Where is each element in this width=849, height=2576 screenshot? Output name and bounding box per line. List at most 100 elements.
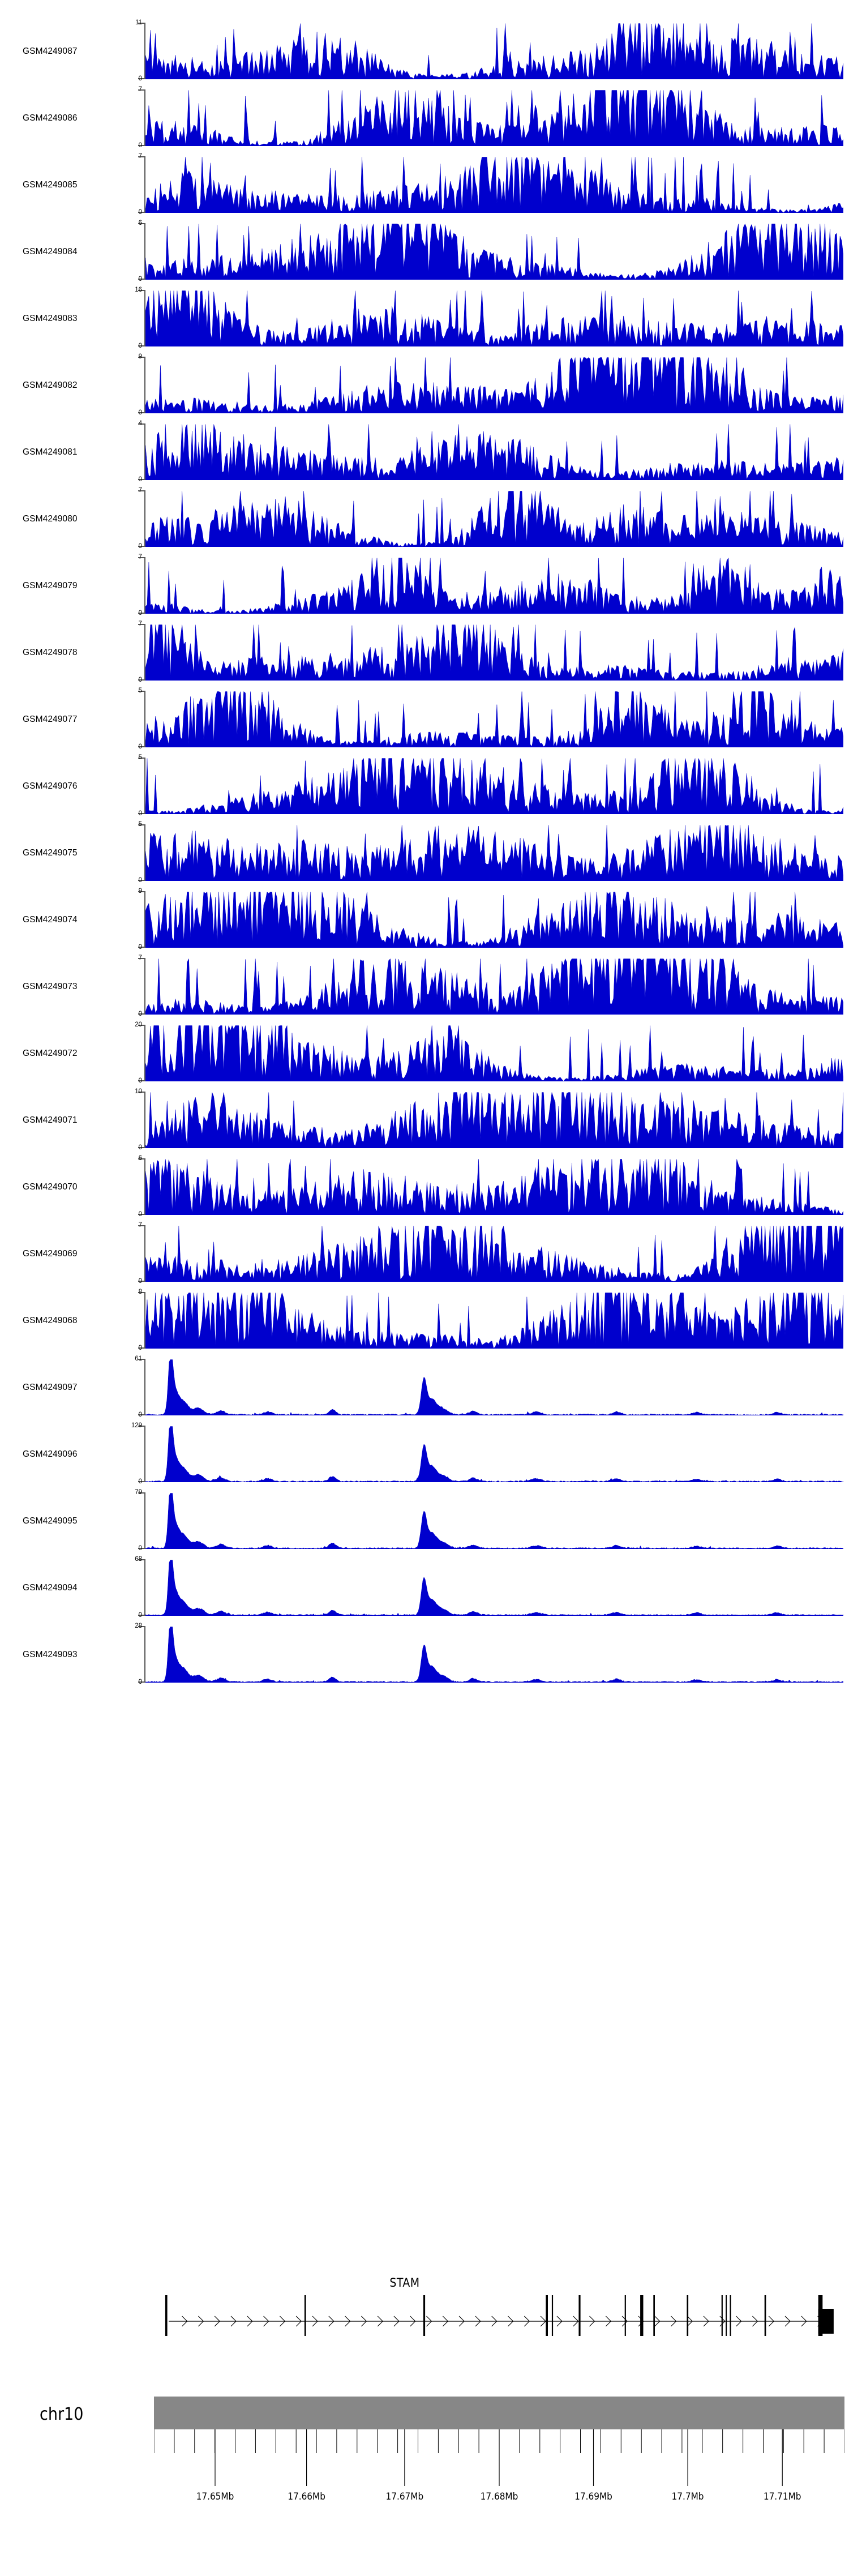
coverage-plot[interactable] — [145, 1492, 843, 1549]
y-axis-tick-bot — [138, 1147, 144, 1148]
track-label-gsm4249086: GSM4249086 — [23, 113, 78, 123]
track-row[interactable]: GSM4249068 8 0 — [0, 1287, 849, 1354]
track-row[interactable]: GSM4249085 7 0 — [0, 152, 849, 219]
y-axis-tick-label-min: 0 — [138, 1210, 142, 1218]
track-row[interactable]: GSM4249084 6 0 — [0, 219, 849, 285]
track-row[interactable]: GSM4249069 7 0 — [0, 1221, 849, 1287]
coverage-plot[interactable] — [145, 156, 843, 213]
track-row[interactable]: GSM4249072 20 0 — [0, 1020, 849, 1087]
track-row[interactable]: GSM4249081 4 0 — [0, 419, 849, 486]
coverage-plot[interactable] — [145, 490, 843, 547]
y-axis-tick-top — [138, 958, 144, 959]
coverage-plot[interactable] — [145, 624, 843, 681]
y-axis-tick-label-min: 0 — [138, 1678, 142, 1685]
y-axis-tick-top — [138, 1626, 144, 1627]
coverage-plot[interactable] — [145, 824, 843, 881]
track-label-gsm4249072: GSM4249072 — [23, 1049, 78, 1058]
track-row[interactable]: GSM4249087 11 0 — [0, 18, 849, 85]
y-axis-tick-label-max: 7 — [138, 955, 142, 961]
coverage-plot[interactable] — [145, 1626, 843, 1683]
y-axis-tick-bot — [138, 1681, 144, 1683]
coverage-plot[interactable] — [145, 89, 843, 146]
track-row[interactable]: GSM4249095 79 0 — [0, 1488, 849, 1555]
coverage-plot[interactable] — [145, 1426, 843, 1482]
track-label-gsm4249096: GSM4249096 — [23, 1449, 78, 1459]
track-label-gsm4249087: GSM4249087 — [23, 46, 78, 56]
coverage-plot[interactable] — [145, 691, 843, 747]
track-row[interactable]: GSM4249082 9 0 — [0, 352, 849, 419]
track-row[interactable]: GSM4249096 129 0 — [0, 1421, 849, 1488]
y-axis-spine — [144, 824, 145, 881]
gene-model-svg — [165, 2295, 834, 2336]
y-axis-tick-label-max: 28 — [135, 1623, 142, 1629]
y-axis-tick-top — [138, 557, 144, 558]
track-row[interactable]: GSM4249078 7 0 — [0, 619, 849, 686]
track-label-gsm4249071: GSM4249071 — [23, 1115, 78, 1125]
coverage-plot[interactable] — [145, 23, 843, 79]
y-axis-tick-label-max: 10 — [135, 1088, 142, 1095]
coverage-plot[interactable] — [145, 958, 843, 1015]
coverage-plot[interactable] — [145, 1292, 843, 1349]
track-label-gsm4249084: GSM4249084 — [23, 247, 78, 256]
coverage-plot[interactable] — [145, 223, 843, 280]
track-label-gsm4249076: GSM4249076 — [23, 781, 78, 791]
track-row[interactable]: GSM4249086 7 0 — [0, 85, 849, 152]
axis-tick-label: 17.66Mb — [288, 2491, 325, 2502]
coverage-plot[interactable] — [145, 1559, 843, 1616]
track-row[interactable]: GSM4249080 7 0 — [0, 486, 849, 553]
y-axis-spine — [144, 624, 145, 681]
track-row[interactable]: GSM4249079 7 0 — [0, 553, 849, 619]
track-row[interactable]: GSM4249093 28 0 — [0, 1621, 849, 1688]
track-row[interactable]: GSM4249097 61 0 — [0, 1354, 849, 1421]
coverage-plot[interactable] — [145, 1092, 843, 1148]
coverage-plot[interactable] — [145, 891, 843, 948]
y-axis-tick-label-max: 7 — [138, 621, 142, 627]
gene-label-text: STAM — [389, 2276, 420, 2290]
y-axis-tick-bot — [138, 880, 144, 881]
coverage-plot[interactable] — [145, 1225, 843, 1282]
y-axis-tick-label-max: 20 — [135, 1021, 142, 1028]
y-axis-tick-label-min: 0 — [138, 342, 142, 349]
y-axis-tick-label-max: 6 — [138, 220, 142, 226]
y-axis-tick-label-max: 4 — [138, 420, 142, 427]
coverage-plot[interactable] — [145, 1359, 843, 1415]
coverage-plot[interactable] — [145, 1158, 843, 1215]
coverage-plot[interactable] — [145, 1025, 843, 1081]
track-row[interactable]: GSM4249077 5 0 — [0, 686, 849, 753]
coverage-plot[interactable] — [145, 357, 843, 413]
track-row[interactable]: GSM4249094 68 0 — [0, 1555, 849, 1621]
track-row[interactable]: GSM4249076 5 0 — [0, 753, 849, 820]
track-label-gsm4249074: GSM4249074 — [23, 915, 78, 925]
track-row[interactable]: GSM4249075 5 0 — [0, 820, 849, 887]
y-axis-spine — [144, 23, 145, 79]
y-axis-tick-bot — [138, 1615, 144, 1616]
y-axis-tick-top — [138, 290, 144, 291]
y-axis-tick-label-min: 0 — [138, 876, 142, 884]
coverage-plot[interactable] — [145, 423, 843, 480]
coverage-plot[interactable] — [145, 290, 843, 346]
track-row[interactable]: GSM4249073 7 0 — [0, 953, 849, 1020]
track-row[interactable]: GSM4249083 16 0 — [0, 285, 849, 352]
axis-tick-label: 17.67Mb — [385, 2491, 424, 2502]
track-label-gsm4249095: GSM4249095 — [23, 1516, 78, 1526]
track-label-gsm4249077: GSM4249077 — [23, 714, 78, 724]
coverage-plot[interactable] — [145, 758, 843, 814]
track-label-gsm4249082: GSM4249082 — [23, 380, 78, 390]
track-label-gsm4249068: GSM4249068 — [23, 1316, 78, 1325]
track-row[interactable]: GSM4249071 10 0 — [0, 1087, 849, 1154]
y-axis-spine — [144, 1292, 145, 1349]
y-axis-tick-label-min: 0 — [138, 208, 142, 216]
track-axis: 68 0 — [135, 1556, 843, 1618]
track-label-gsm4249069: GSM4249069 — [23, 1249, 78, 1259]
track-row[interactable]: GSM4249074 9 0 — [0, 887, 849, 953]
y-axis-tick-label-max: 7 — [138, 487, 142, 494]
coverage-plot[interactable] — [145, 557, 843, 614]
y-axis-tick-label-max: 9 — [138, 888, 142, 895]
track-label-gsm4249073: GSM4249073 — [23, 982, 78, 991]
track-row[interactable]: GSM4249070 6 0 — [0, 1154, 849, 1221]
y-axis-tick-label-max: 7 — [138, 554, 142, 560]
y-axis-tick-bot — [138, 546, 144, 547]
